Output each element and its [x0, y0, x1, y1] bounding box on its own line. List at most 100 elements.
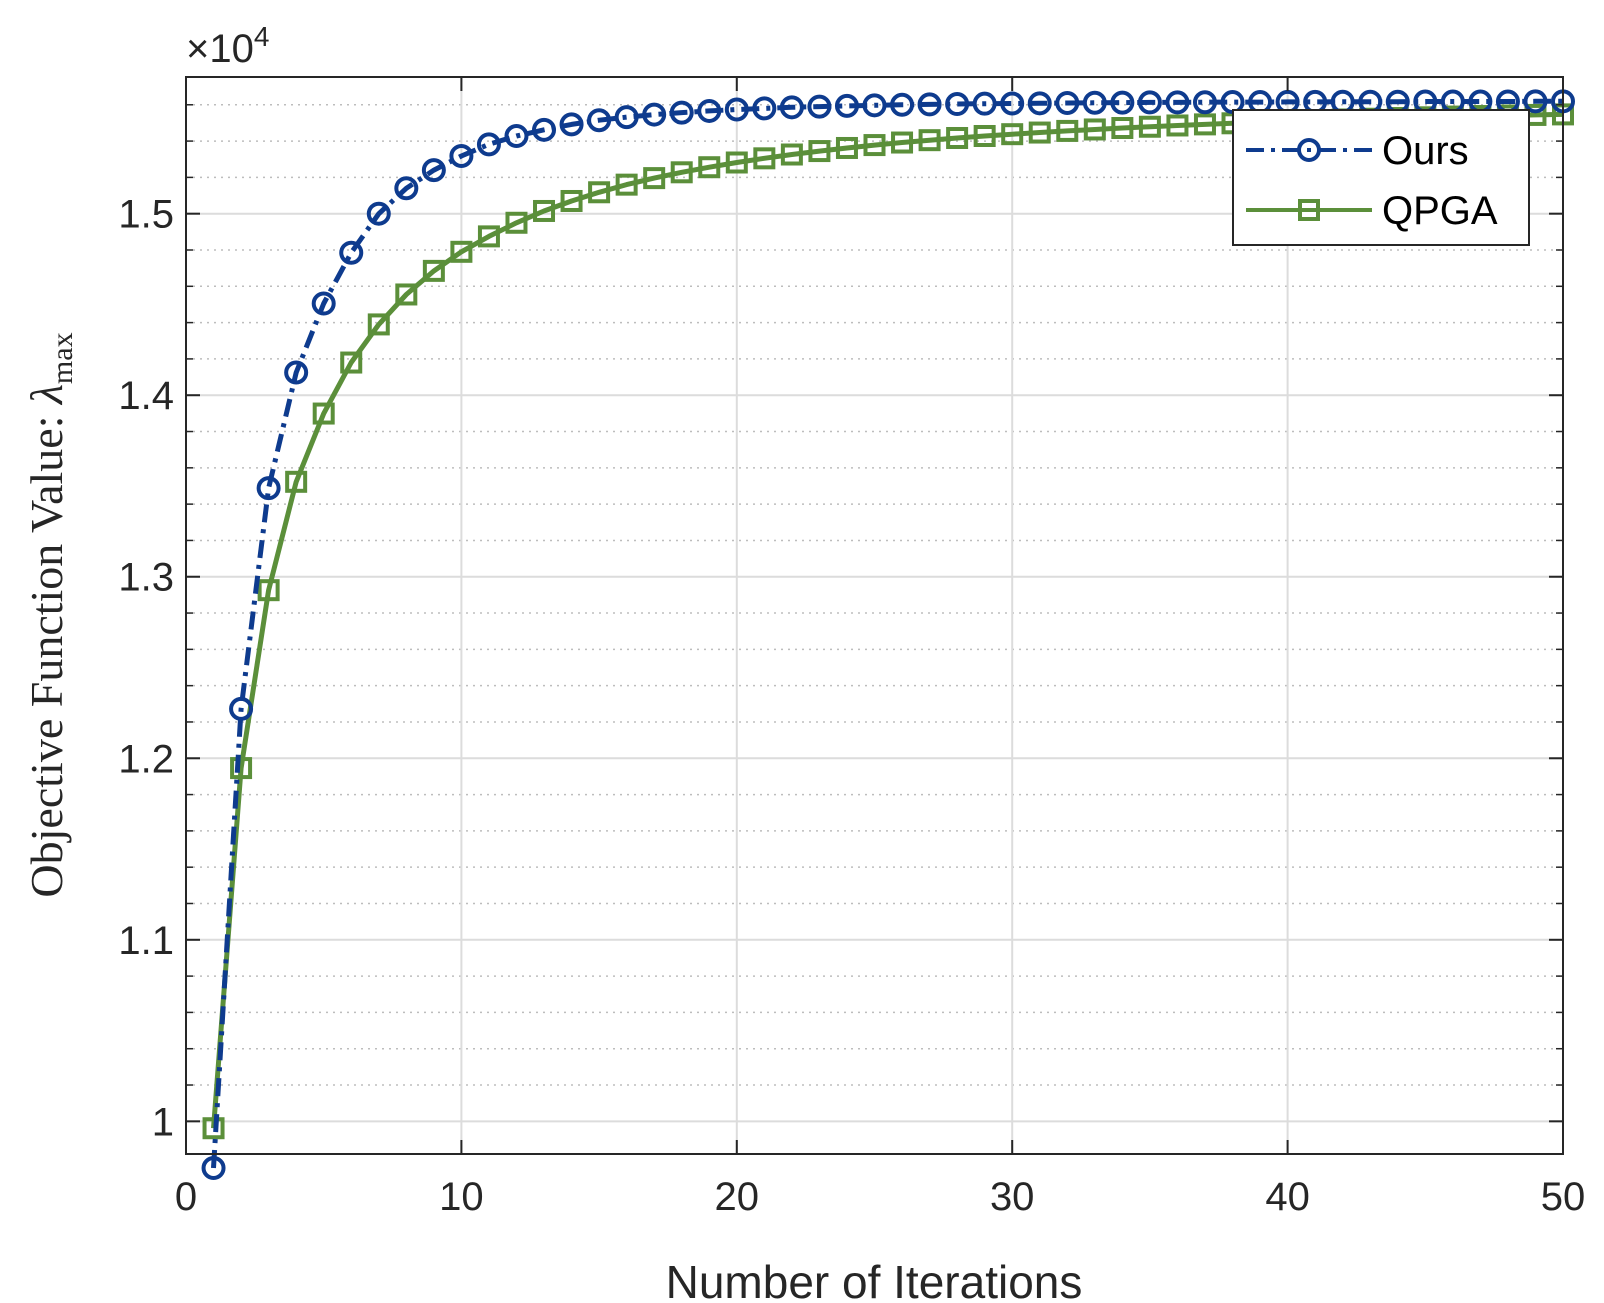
data-point-qpga [257, 579, 280, 602]
data-point-ours [1000, 91, 1025, 116]
data-point-qpga [891, 131, 914, 154]
data-point-ours [256, 476, 281, 501]
y-tick-label: 1.4 [118, 374, 174, 418]
data-point-ours [229, 696, 254, 721]
data-point-ours [917, 92, 942, 117]
series-line-ours [211, 98, 1563, 1169]
y-tick-label: 1.3 [118, 556, 174, 600]
data-point-ours [559, 112, 584, 137]
data-point-ours [669, 100, 694, 125]
data-point-ours [1110, 90, 1135, 115]
data-point-qpga [1083, 118, 1106, 141]
data-point-ours [890, 92, 915, 117]
data-point-qpga [422, 259, 445, 282]
y-tick-labels: 1 1.1 1.2 1.3 1.4 1.5 [118, 193, 174, 1145]
data-point-qpga [285, 470, 308, 493]
legend-box [1232, 109, 1530, 246]
data-point-qpga [312, 402, 335, 425]
data-point-qpga [395, 283, 418, 306]
x-tick-label: 10 [439, 1175, 484, 1219]
data-point-ours [284, 360, 309, 385]
data-point-ours [1027, 91, 1052, 116]
data-point-qpga [780, 143, 803, 166]
series-layer [201, 89, 1575, 1180]
data-point-qpga [808, 140, 831, 163]
data-point-qpga [588, 181, 611, 204]
y-exponent-base: ×10 [186, 27, 254, 71]
data-point-ours [476, 132, 501, 157]
data-point-qpga [1111, 117, 1134, 140]
plot-area [186, 77, 1563, 1154]
y-axis-label-symbol: λ [21, 384, 72, 406]
legend: Ours QPGA [1232, 109, 1530, 246]
y-exponent-power: 4 [254, 21, 270, 52]
data-point-ours [339, 240, 364, 265]
data-point-ours [945, 92, 970, 117]
data-point-ours [779, 95, 804, 120]
data-point-qpga [450, 240, 473, 263]
data-point-ours [752, 96, 777, 121]
data-point-qpga [753, 147, 776, 170]
data-point-qpga [477, 225, 500, 248]
x-tick-label: 40 [1265, 1175, 1310, 1219]
data-point-qpga [670, 161, 693, 184]
x-tick-label: 20 [715, 1175, 760, 1219]
data-point-qpga [533, 199, 556, 222]
data-point-qpga [643, 167, 666, 190]
data-point-qpga [946, 126, 969, 149]
x-tick-label: 0 [175, 1175, 197, 1219]
data-point-ours [421, 158, 446, 183]
data-point-qpga [367, 313, 390, 336]
data-point-ours [449, 143, 474, 168]
data-point-qpga [1138, 115, 1161, 138]
data-point-ours [1137, 90, 1162, 115]
x-tick-labels: 0 10 20 30 40 50 [175, 1175, 1585, 1219]
x-tick-label: 50 [1541, 1175, 1586, 1219]
data-point-ours [394, 176, 419, 201]
data-point-qpga [1028, 121, 1051, 144]
data-point-ours [642, 102, 667, 127]
y-tick-label: 1.5 [118, 193, 174, 237]
y-tick-label: 1 [152, 1100, 174, 1144]
data-point-qpga [725, 151, 748, 174]
y-exponent-label: ×104 [186, 21, 269, 71]
data-point-ours [201, 1155, 226, 1180]
data-point-qpga [615, 173, 638, 196]
data-point-ours [587, 108, 612, 133]
data-point-qpga [918, 129, 941, 152]
data-point-qpga [202, 1117, 225, 1140]
data-point-qpga [863, 134, 886, 157]
x-axis-label: Number of Iterations [666, 1256, 1083, 1303]
data-point-ours [614, 105, 639, 130]
data-point-ours [311, 291, 336, 316]
y-axis-label-text: Objective Function Value: [21, 404, 72, 898]
data-point-ours [1192, 90, 1217, 115]
data-point-qpga [505, 211, 528, 234]
data-point-qpga [1056, 119, 1079, 142]
data-point-qpga [230, 757, 253, 780]
legend-label-qpga: QPGA [1382, 189, 1498, 233]
data-point-ours [724, 97, 749, 122]
data-point-qpga [835, 136, 858, 159]
data-point-qpga [560, 189, 583, 212]
data-point-ours [862, 93, 887, 118]
y-axis-label-subscript: max [46, 332, 79, 384]
data-point-ours [504, 123, 529, 148]
data-point-ours [1523, 89, 1548, 114]
legend-marker-qpga [1298, 199, 1320, 221]
data-point-ours [1055, 90, 1080, 115]
tick-marks [185, 77, 1564, 1154]
plot-frame [185, 76, 1564, 1155]
data-point-ours [972, 91, 997, 116]
data-point-ours [532, 117, 557, 142]
data-point-ours [834, 93, 859, 118]
data-point-qpga [698, 156, 721, 179]
data-point-qpga [340, 351, 363, 374]
data-point-qpga [1193, 113, 1216, 136]
data-point-qpga [1001, 123, 1024, 146]
legend-label-ours: Ours [1382, 129, 1469, 173]
x-tick-label: 30 [990, 1175, 1035, 1219]
data-point-ours [1165, 90, 1190, 115]
data-point-qpga [1166, 114, 1189, 137]
